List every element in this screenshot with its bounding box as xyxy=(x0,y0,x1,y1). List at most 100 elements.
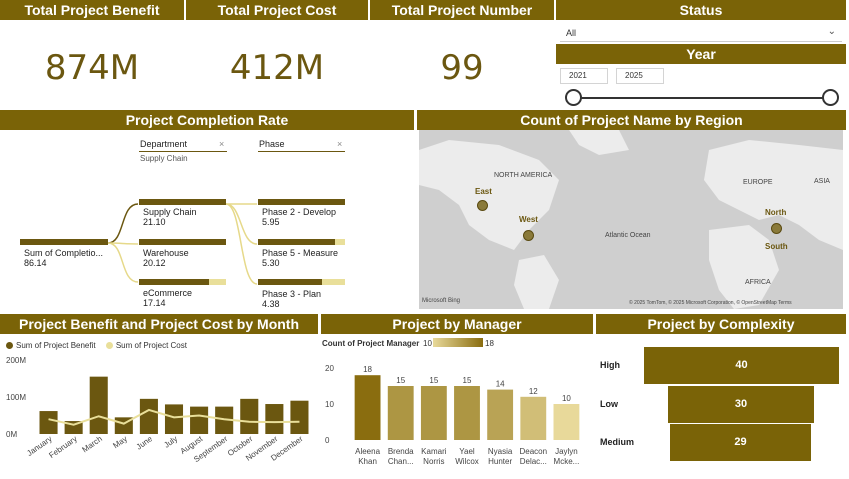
map-bubble[interactable] xyxy=(523,230,534,241)
map-bubble[interactable] xyxy=(477,200,488,211)
benefit-bar[interactable] xyxy=(265,404,284,434)
x-tick-label: Mcke... xyxy=(554,457,580,466)
x-tick-label: Hunter xyxy=(488,457,512,466)
benefit-bar[interactable] xyxy=(290,400,309,434)
manager-bar[interactable] xyxy=(553,404,580,440)
x-tick-label: February xyxy=(47,434,78,460)
x-tick-label: March xyxy=(80,434,103,454)
benefit-bar[interactable] xyxy=(164,404,184,434)
tree-phase-label: Phase 3 - Plan xyxy=(262,289,322,299)
map-region-label: West xyxy=(519,215,538,224)
benefit-bar[interactable] xyxy=(89,376,108,434)
year-slider-start-handle[interactable] xyxy=(565,89,582,106)
year-slider-end-handle[interactable] xyxy=(822,89,839,106)
tree-dept-value: 21.10 xyxy=(143,217,166,227)
year-slider-track[interactable] xyxy=(574,97,832,99)
bing-logo: Microsoft Bing xyxy=(422,298,461,304)
total-number-value: 99 xyxy=(440,48,484,88)
benefit-cost-header: Project Benefit and Project Cost by Mont… xyxy=(0,314,318,334)
tree-dept-value: 17.14 xyxy=(143,298,166,308)
status-selected: All xyxy=(566,28,577,38)
completion-header: Project Completion Rate xyxy=(0,110,414,130)
benefit-bar[interactable] xyxy=(39,411,58,434)
x-tick-label: May xyxy=(111,434,129,450)
total-number-header: Total Project Number xyxy=(370,0,554,20)
total-cost-value: 412M xyxy=(229,48,325,88)
x-tick-label: Delac... xyxy=(520,457,547,466)
tree-phase-bar[interactable] xyxy=(258,199,345,205)
close-icon[interactable]: × xyxy=(337,139,343,149)
legend-swatch xyxy=(6,342,13,350)
cost-line xyxy=(48,408,300,426)
region-map[interactable]: NORTH AMERICA EUROPE ASIA AFRICA Atlanti… xyxy=(419,130,843,309)
complexity-bar[interactable]: 40 xyxy=(644,347,839,384)
x-tick-label: Aleena xyxy=(355,447,380,456)
map-region-label: East xyxy=(475,187,492,196)
complexity-bar[interactable]: 29 xyxy=(670,424,811,461)
tree-dept-bar[interactable] xyxy=(139,279,209,285)
tree-dept-bar[interactable] xyxy=(139,239,226,245)
y-tick-label: 20 xyxy=(325,364,334,373)
x-tick-label: Kamari xyxy=(421,447,447,456)
tree-dept-label: eCommerce xyxy=(143,288,193,298)
benefit-bar[interactable] xyxy=(215,406,234,434)
close-icon[interactable]: × xyxy=(219,139,225,149)
data-label: 10 xyxy=(562,394,571,403)
tree-dept-value: 20.12 xyxy=(143,258,166,268)
tree-dept-label: Supply Chain xyxy=(143,207,197,217)
y-tick-label: 100M xyxy=(6,393,26,402)
map-bubble[interactable] xyxy=(771,223,782,234)
manager-bar[interactable] xyxy=(454,386,480,440)
status-dropdown[interactable]: All ⌄ xyxy=(560,26,842,42)
tree-phase-bar[interactable] xyxy=(258,279,322,285)
complexity-bar[interactable]: 30 xyxy=(668,386,814,423)
tree-root-label: Sum of Completio... xyxy=(24,248,104,258)
legend-label: Sum of Project Benefit xyxy=(16,341,96,350)
tree-phase-bar[interactable] xyxy=(258,239,335,245)
benefit-bar[interactable] xyxy=(240,398,259,434)
x-tick-label: Nyasia xyxy=(488,447,513,456)
manager-legend-title: Count of Project Manager xyxy=(322,339,420,348)
x-tick-label: Wilcox xyxy=(455,457,479,466)
data-label: 15 xyxy=(463,376,472,385)
tree-root-value: 86.14 xyxy=(24,258,47,268)
tree-dept-bar[interactable] xyxy=(139,199,226,205)
total-benefit-header: Total Project Benefit xyxy=(0,0,184,20)
manager-bar[interactable] xyxy=(487,389,514,440)
manager-legend-max: 18 xyxy=(485,339,494,348)
tree-root-bar[interactable] xyxy=(20,239,108,245)
manager-bar[interactable] xyxy=(387,386,414,440)
map-region-label: North xyxy=(765,208,787,217)
x-tick-label: July xyxy=(162,434,179,450)
manager-bar[interactable] xyxy=(420,386,447,440)
year-end-input[interactable]: 2025 xyxy=(616,68,664,84)
x-tick-label: Jaylyn xyxy=(555,447,578,456)
phase-filter-underline xyxy=(258,151,345,152)
benefit-bar[interactable] xyxy=(139,398,158,434)
chevron-down-icon[interactable]: ⌄ xyxy=(827,26,836,37)
legend-swatch xyxy=(105,342,113,350)
map-attribution[interactable]: © 2025 TomTom, © 2025 Microsoft Corporat… xyxy=(629,300,792,306)
tree-phase-label: Phase 5 - Measure xyxy=(262,248,339,258)
manager-bar[interactable] xyxy=(520,396,547,440)
map-region-label: South xyxy=(765,242,788,251)
y-tick-label: 10 xyxy=(325,400,334,409)
data-label: 14 xyxy=(496,380,505,389)
map-label-europe: EUROPE xyxy=(743,179,773,186)
legend-label: Sum of Project Cost xyxy=(115,341,187,350)
tree-phase-value: 5.95 xyxy=(262,217,280,227)
data-label: 15 xyxy=(396,376,405,385)
x-tick-label: Khan xyxy=(358,457,377,466)
manager-gradient-legend xyxy=(433,338,483,347)
chart-legend: Sum of Project Benefit Sum of Project Co… xyxy=(6,341,187,350)
data-label: 15 xyxy=(429,376,438,385)
complexity-header: Project by Complexity xyxy=(596,314,846,334)
year-start-input[interactable]: 2021 xyxy=(560,68,608,84)
benefit-bar[interactable] xyxy=(190,406,209,434)
complexity-label: High xyxy=(600,360,620,370)
manager-bar[interactable] xyxy=(354,375,381,440)
complexity-label: Medium xyxy=(600,437,635,447)
tree-connectors xyxy=(107,203,258,285)
